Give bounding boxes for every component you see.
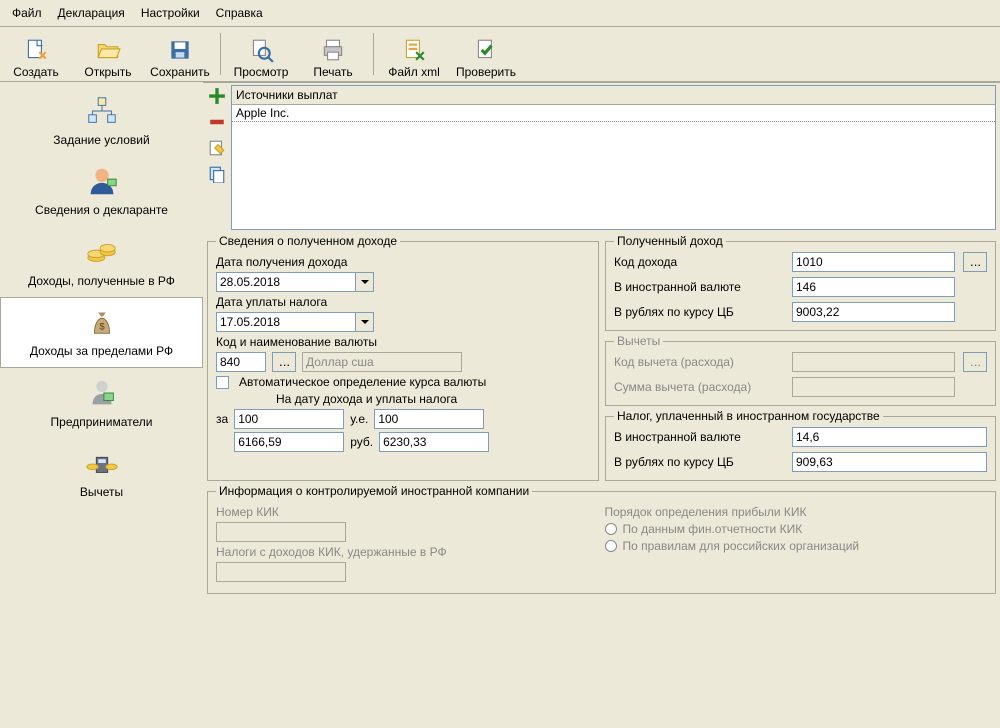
menu-declaration[interactable]: Декларация <box>52 4 131 22</box>
kik-option-2: По правилам для российских организаций <box>605 539 988 553</box>
rate-rub-2-input[interactable] <box>379 432 489 452</box>
sidebar: Задание условий Сведения о декларанте До… <box>0 82 203 728</box>
date-tax-dropdown[interactable] <box>356 312 374 332</box>
deduction-code-input <box>792 352 955 372</box>
sidebar-item-conditions[interactable]: Задание условий <box>0 86 203 156</box>
deductions-fieldset: Вычеты Код вычета (расхода) ... Сумма вы… <box>605 334 996 406</box>
ue-label-1: у.е. <box>350 412 368 426</box>
menu-bar: Файл Декларация Настройки Справка <box>0 0 1000 26</box>
currency-name-input <box>302 352 462 372</box>
copy-icon[interactable] <box>208 165 226 183</box>
auto-rate-label: Автоматическое определение курса валюты <box>239 375 486 389</box>
source-row[interactable]: Apple Inc. <box>232 105 995 122</box>
currency-code-input[interactable] <box>216 352 266 372</box>
auto-rate-checkbox[interactable] <box>216 376 229 389</box>
income-rub-input[interactable] <box>792 302 955 322</box>
deduction-code-lookup[interactable]: ... <box>963 352 987 372</box>
check-button[interactable]: Проверить <box>450 29 522 79</box>
date-received-label: Дата получения дохода <box>216 255 347 269</box>
sources-list[interactable]: Источники выплат Apple Inc. <box>231 85 996 230</box>
income-code-lookup[interactable]: ... <box>963 252 987 272</box>
date-tax-input[interactable] <box>216 312 356 332</box>
received-income-fieldset: Полученный доход Код дохода ... В иностр… <box>605 234 996 331</box>
received-income-legend: Полученный доход <box>614 234 726 248</box>
sidebar-item-declarant[interactable]: Сведения о декларанте <box>0 156 203 226</box>
print-button[interactable]: Печать <box>297 29 369 79</box>
income-rub-label: В рублях по курсу ЦБ <box>614 305 784 319</box>
open-button[interactable]: Открыть <box>72 29 144 79</box>
create-button[interactable]: Создать <box>0 29 72 79</box>
money-bag-icon: $ <box>84 304 120 340</box>
foreign-tax-legend: Налог, уплаченный в иностранном государс… <box>614 409 883 423</box>
magnifier-icon <box>248 37 274 63</box>
currency-label: Код и наименование валюты <box>216 335 377 349</box>
income-info-legend: Сведения о полученном доходе <box>216 234 400 248</box>
foreign-tax-rub-input[interactable] <box>792 452 987 472</box>
date-tax-label: Дата уплаты налога <box>216 295 327 309</box>
kik-tax-input <box>216 562 346 582</box>
deductions-legend: Вычеты <box>614 334 663 348</box>
save-button[interactable]: Сохранить <box>144 29 216 79</box>
rate-ue-2-input[interactable] <box>374 409 484 429</box>
menu-file[interactable]: Файл <box>6 4 48 22</box>
menu-settings[interactable]: Настройки <box>135 4 206 22</box>
kik-fieldset: Информация о контролируемой иностранной … <box>207 484 996 594</box>
foreign-tax-foreign-label: В иностранной валюте <box>614 430 784 444</box>
view-button[interactable]: Просмотр <box>225 29 297 79</box>
save-icon <box>167 37 193 63</box>
kik-number-label: Номер КИК <box>216 505 279 519</box>
sidebar-item-deductions[interactable]: Вычеты <box>0 438 203 508</box>
currency-lookup-button[interactable]: ... <box>272 352 296 372</box>
new-doc-icon <box>23 37 49 63</box>
check-doc-icon <box>473 37 499 63</box>
kik-number-input <box>216 522 346 542</box>
file-xml-icon <box>401 37 427 63</box>
income-foreign-label: В иностранной валюте <box>614 280 784 294</box>
entrepreneur-icon <box>84 375 120 411</box>
printer-icon <box>320 37 346 63</box>
income-code-input[interactable] <box>792 252 955 272</box>
svg-text:$: $ <box>99 322 105 333</box>
file-xml-button[interactable]: Файл xml <box>378 29 450 79</box>
menu-help[interactable]: Справка <box>210 4 269 22</box>
deductions-icon <box>84 445 120 481</box>
income-foreign-input[interactable] <box>792 277 955 297</box>
date-received-dropdown[interactable] <box>356 272 374 292</box>
conditions-icon <box>84 93 120 129</box>
rate-ue-1-input[interactable] <box>234 409 344 429</box>
kik-legend: Информация о контролируемой иностранной … <box>216 484 532 498</box>
income-info-fieldset: Сведения о полученном доходе Дата получе… <box>207 234 599 481</box>
coins-icon <box>84 234 120 270</box>
sidebar-item-income-abroad[interactable]: $ Доходы за пределами РФ <box>0 297 203 367</box>
foreign-tax-rub-label: В рублях по курсу ЦБ <box>614 455 784 469</box>
sources-header: Источники выплат <box>232 86 995 105</box>
deduction-code-label: Код вычета (расхода) <box>614 355 784 369</box>
foreign-tax-fieldset: Налог, уплаченный в иностранном государс… <box>605 409 996 481</box>
source-tools <box>203 83 231 232</box>
za-label: за <box>216 412 228 426</box>
add-icon[interactable] <box>208 87 226 105</box>
sidebar-item-income-rf[interactable]: Доходы, полученные в РФ <box>0 227 203 297</box>
rub-label-1: руб. <box>350 435 373 449</box>
person-icon <box>84 163 120 199</box>
edit-icon[interactable] <box>208 139 226 157</box>
foreign-tax-foreign-input[interactable] <box>792 427 987 447</box>
sidebar-item-entrepreneurs[interactable]: Предприниматели <box>0 368 203 438</box>
deduction-sum-input <box>792 377 955 397</box>
toolbar: Создать Открыть Сохранить Просмотр Печат… <box>0 26 1000 82</box>
folder-open-icon <box>95 37 121 63</box>
on-date-label: На дату дохода и уплаты налога <box>276 392 457 406</box>
remove-icon[interactable] <box>208 113 226 131</box>
rate-rub-1-input[interactable] <box>234 432 344 452</box>
kik-order-label: Порядок определения прибыли КИК <box>605 505 807 519</box>
income-code-label: Код дохода <box>614 255 784 269</box>
deduction-sum-label: Сумма вычета (расхода) <box>614 380 784 394</box>
kik-option-1: По данным фин.отчетности КИК <box>605 522 988 536</box>
date-received-input[interactable] <box>216 272 356 292</box>
kik-tax-label: Налоги с доходов КИК, удержанные в РФ <box>216 545 447 559</box>
